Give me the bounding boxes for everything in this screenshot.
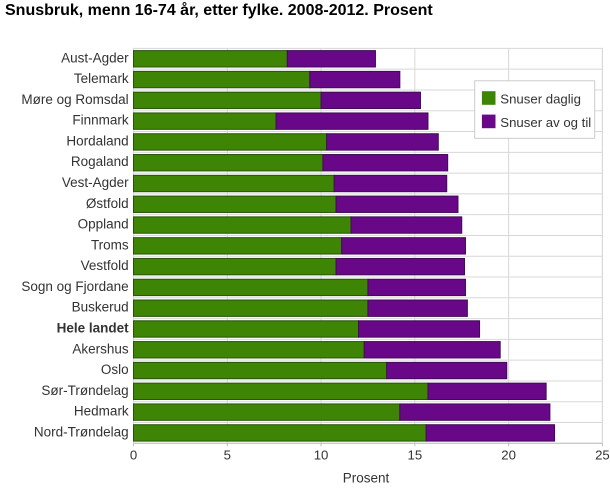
- svg-text:Aust-Agder: Aust-Agder: [61, 50, 129, 65]
- svg-text:Vestfold: Vestfold: [81, 258, 129, 273]
- svg-text:Finnmark: Finnmark: [72, 113, 129, 128]
- svg-text:Østfold: Østfold: [86, 196, 129, 211]
- svg-text:Akershus: Akershus: [72, 341, 129, 356]
- svg-text:15: 15: [408, 447, 423, 462]
- svg-text:Sogn og Fjordane: Sogn og Fjordane: [21, 279, 128, 294]
- svg-text:Vest-Agder: Vest-Agder: [62, 175, 129, 190]
- svg-text:Oppland: Oppland: [78, 217, 129, 232]
- svg-text:Rogaland: Rogaland: [71, 154, 129, 169]
- svg-text:Hele landet: Hele landet: [57, 320, 130, 335]
- svg-text:Prosent: Prosent: [343, 470, 390, 485]
- svg-text:20: 20: [501, 447, 516, 462]
- svg-text:10: 10: [314, 447, 329, 462]
- svg-text:Snuser daglig: Snuser daglig: [500, 92, 581, 107]
- svg-text:Oslo: Oslo: [101, 362, 129, 377]
- svg-text:5: 5: [224, 447, 231, 462]
- svg-text:Hedmark: Hedmark: [74, 404, 129, 419]
- svg-text:Telemark: Telemark: [74, 71, 129, 86]
- svg-text:0: 0: [130, 447, 137, 462]
- svg-text:Hordaland: Hordaland: [66, 133, 128, 148]
- svg-text:Buskerud: Buskerud: [72, 300, 129, 315]
- svg-text:25: 25: [595, 447, 610, 462]
- svg-text:Sør-Trøndelag: Sør-Trøndelag: [41, 383, 128, 398]
- svg-text:Møre og Romsdal: Møre og Romsdal: [21, 92, 128, 107]
- svg-text:Nord-Trøndelag: Nord-Trøndelag: [34, 424, 129, 439]
- svg-text:Troms: Troms: [91, 237, 129, 252]
- svg-text:Snuser av og til: Snuser av og til: [500, 115, 591, 130]
